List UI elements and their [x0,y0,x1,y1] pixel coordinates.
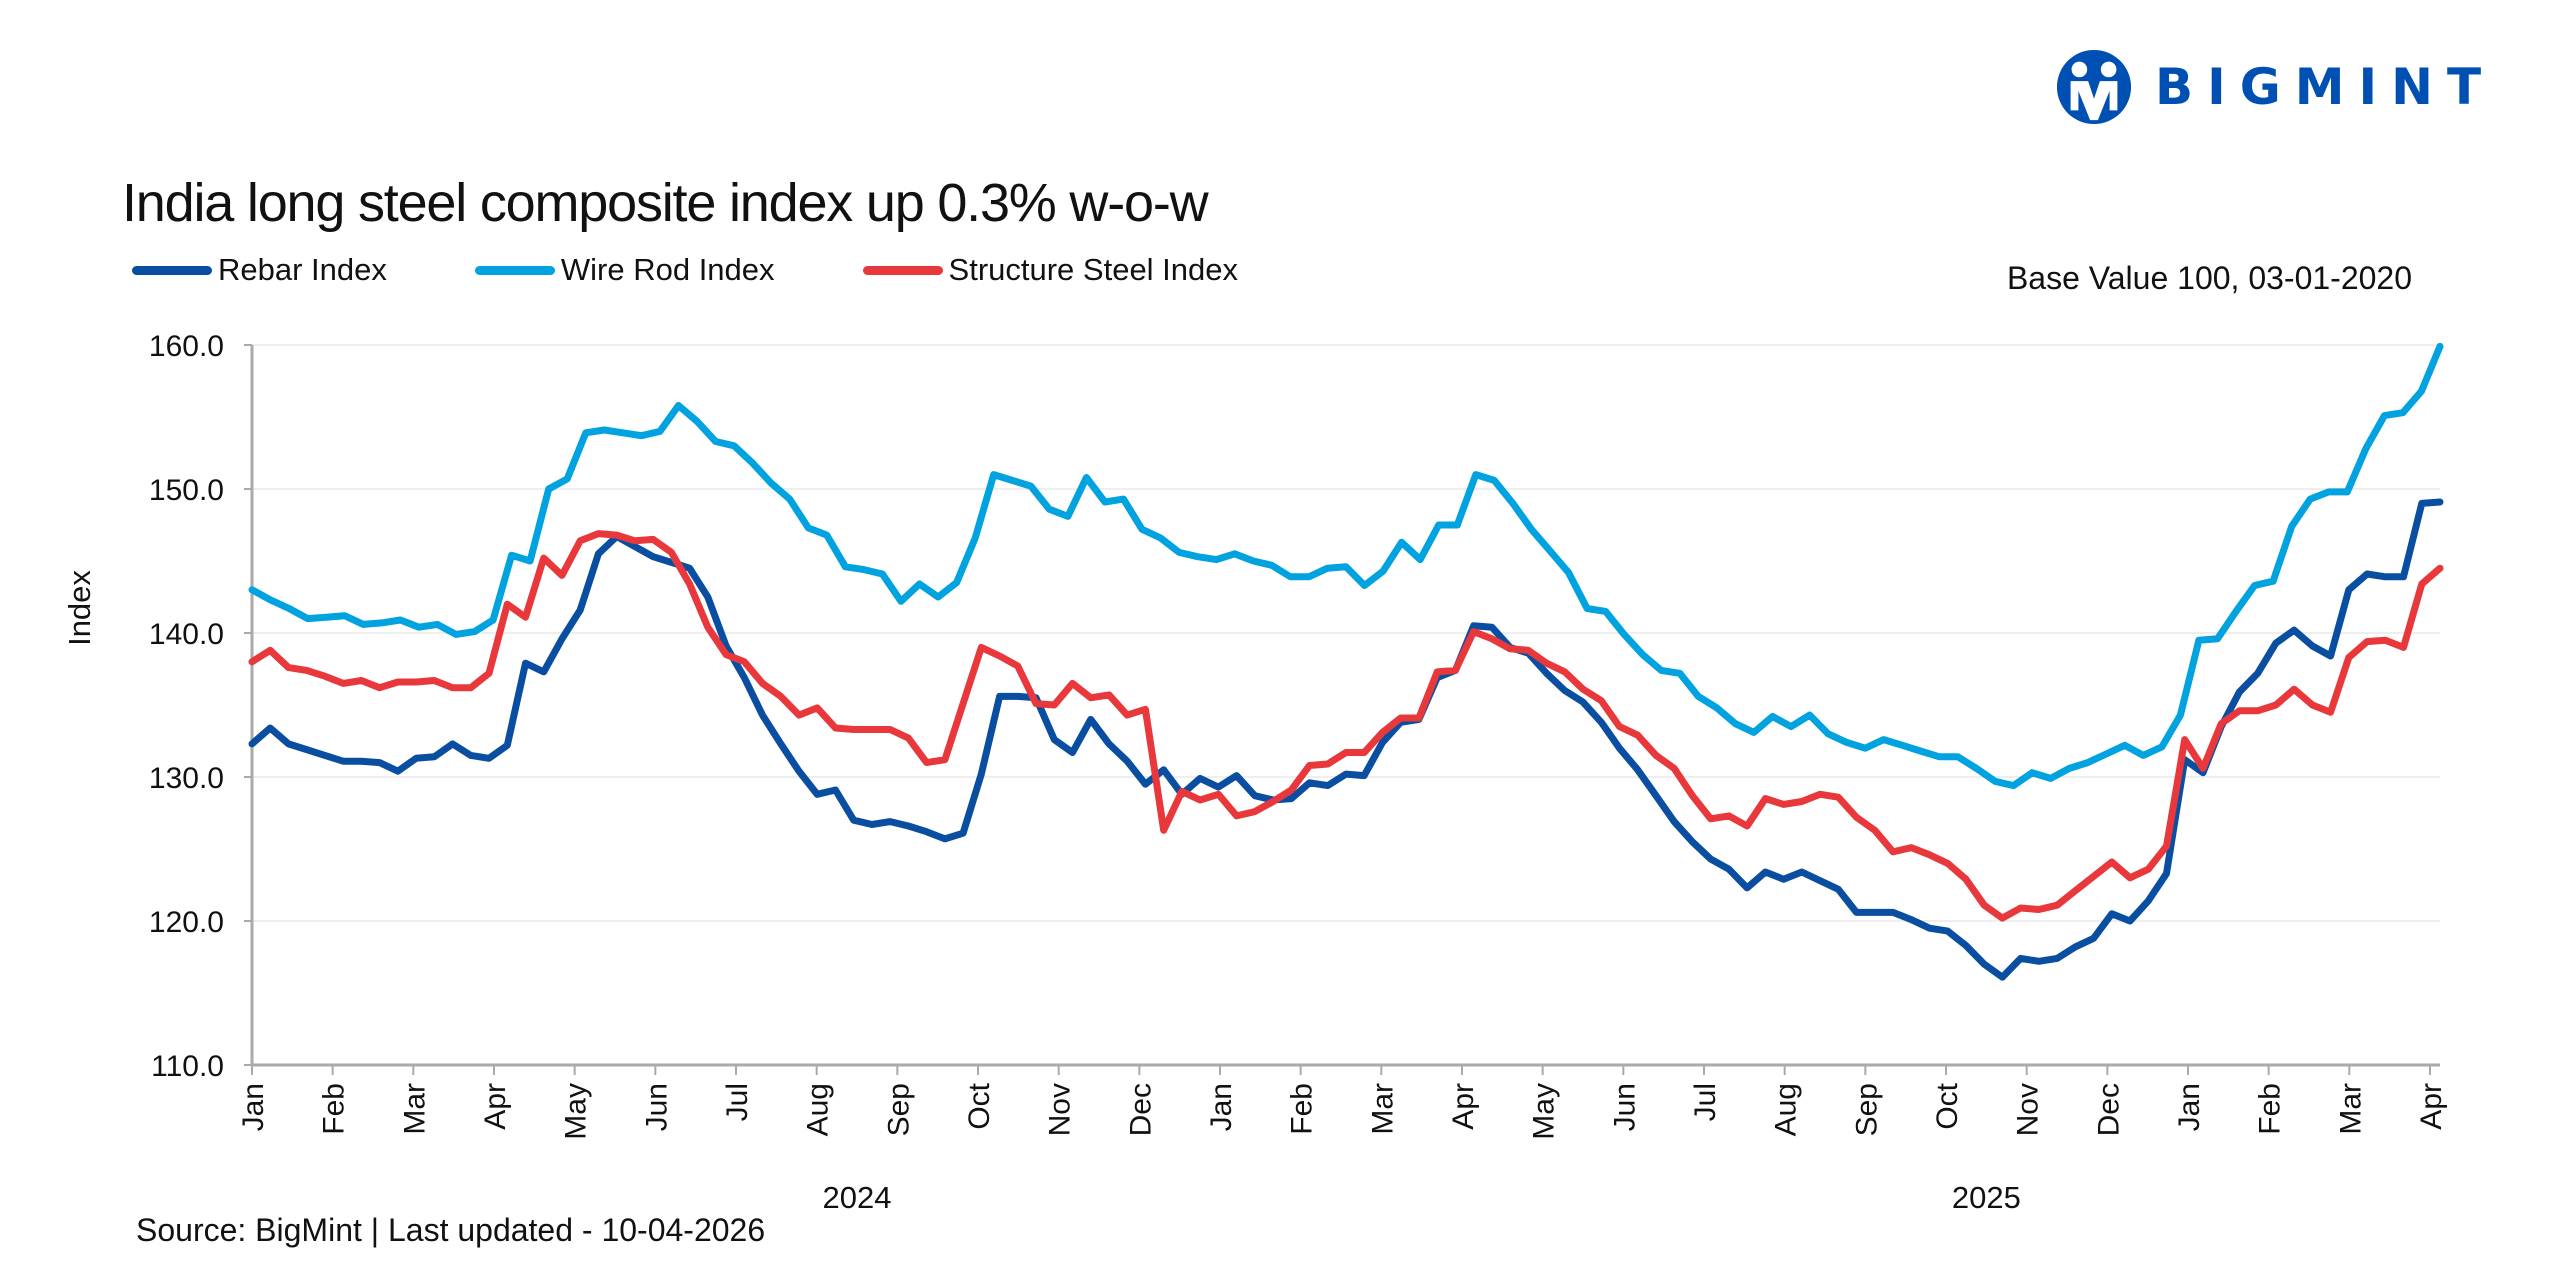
year-label: 2024 [823,1180,892,1215]
axes [250,345,2440,1067]
x-tick-label: Jan [1205,1083,1238,1131]
series-line-wire-rod-index[interactable] [248,342,2444,790]
x-tick-label: Aug [802,1083,835,1136]
x-tick-label: Feb [2254,1083,2287,1135]
x-tick-label: Sep [1850,1083,1883,1136]
x-tick-label: Sep [882,1083,915,1136]
x-tick-label: Oct [963,1082,996,1129]
chart-legend: Rebar Index Wire Rod Index Structure Ste… [132,252,1326,288]
x-tick-label: Dec [2092,1083,2125,1136]
series-line-rebar-index[interactable] [248,498,2444,981]
x-tick-label: Dec [1124,1083,1157,1136]
x-tick-label: Mar [1366,1083,1399,1135]
series-line-structure-steel-index[interactable] [248,530,2444,922]
brand-logo: BIGMINT [2055,48,2495,126]
x-tick-label: Apr [479,1083,512,1130]
year-labels: 2024 2025 [823,1180,2021,1215]
gridlines [252,344,2440,922]
y-axis-ticks: 110.0 120.0 130.0 140.0 150.0 160.0 [149,330,252,1083]
x-tick-label: Nov [1044,1083,1077,1136]
bigmint-people-logo-icon [2056,49,2132,125]
source-note: Source: BigMint | Last updated - 10-04-2… [136,1212,766,1248]
x-tick-label: Nov [2012,1083,2045,1136]
x-tick-label: Jan [237,1083,270,1131]
y-tick-label: 160.0 [149,330,224,363]
y-tick-label: 120.0 [149,906,224,939]
x-tick-label: Jun [1608,1083,1641,1131]
legend-item-structure-steel[interactable]: Structure Steel Index [862,252,1239,288]
year-label: 2025 [1952,1180,2021,1215]
y-tick-label: 140.0 [149,618,224,651]
x-tick-label: Oct [1931,1082,1964,1129]
legend-label-wire-rod: Wire Rod Index [560,252,775,287]
legend-label-rebar: Rebar Index [218,252,387,287]
x-axis-ticks: Jan Feb Mar Apr May Jun Jul Aug Sep Oct Nov Dec Jan F… [237,1065,2448,1140]
x-tick-label: Feb [318,1083,351,1135]
x-tick-label: Jul [1689,1083,1722,1121]
legend-item-wire-rod[interactable]: Wire Rod Index [474,252,775,288]
legend-label-structure-steel: Structure Steel Index [948,252,1239,287]
brand-name: BIGMINT [2155,58,2496,116]
x-tick-label: Feb [1286,1083,1319,1135]
legend-item-rebar[interactable]: Rebar Index [132,252,387,288]
legend-swatch-structure-steel [862,265,943,275]
chart-title: India long steel composite index up 0.3%… [122,173,1209,233]
x-tick-label: Apr [2415,1083,2448,1130]
x-tick-label: Aug [1770,1083,1803,1136]
x-tick-label: May [1528,1083,1561,1140]
legend-swatch-rebar [132,265,212,275]
series-lines [248,342,2444,981]
base-value-note: Base Value 100, 03-01-2020 [2006,260,2412,296]
legend-swatch-wire-rod [474,265,555,275]
x-tick-label: Jul [721,1083,754,1121]
x-tick-label: Jan [2173,1083,2206,1131]
x-tick-label: Mar [2334,1083,2367,1135]
y-tick-label: 130.0 [149,762,224,795]
y-tick-label: 110.0 [151,1050,224,1083]
y-axis-label: Index [62,570,97,646]
x-tick-label: Mar [398,1083,431,1135]
x-tick-label: Apr [1447,1083,1480,1130]
y-tick-label: 150.0 [149,474,224,507]
x-tick-label: Jun [640,1083,673,1131]
x-tick-label: May [560,1083,593,1140]
